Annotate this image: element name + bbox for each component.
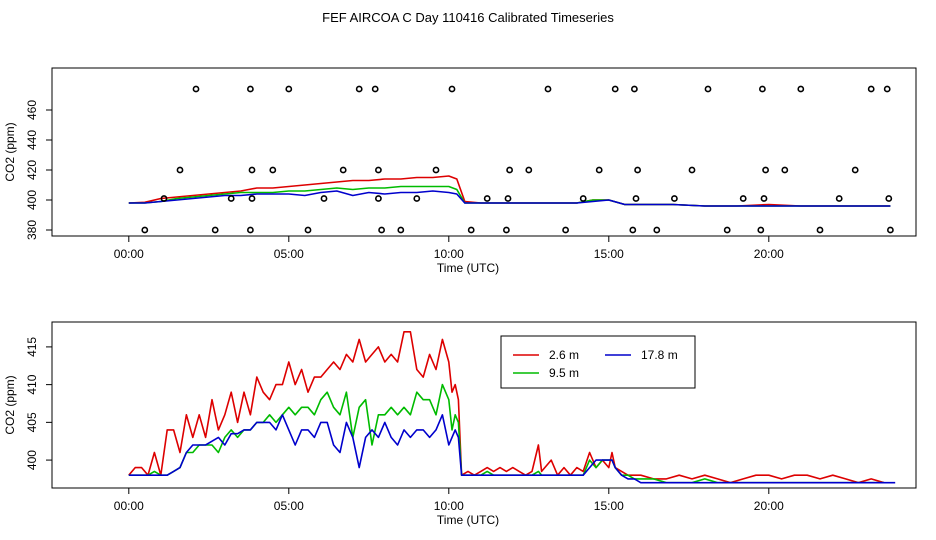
y-tick-label: 400 xyxy=(25,450,39,470)
data-point-marker xyxy=(176,166,184,174)
legend-label: 2.6 m xyxy=(549,348,579,362)
data-point-marker xyxy=(595,166,603,174)
data-point-marker xyxy=(762,166,769,174)
data-point-marker xyxy=(688,166,696,174)
x-tick-label: 20:00 xyxy=(754,247,784,261)
data-point-marker xyxy=(759,85,766,93)
x-tick-label: 05:00 xyxy=(274,247,304,261)
data-point-marker xyxy=(504,195,512,202)
data-point-marker xyxy=(704,85,712,93)
data-point-marker xyxy=(739,195,747,202)
data-point-marker xyxy=(506,166,513,174)
plot-frame xyxy=(51,67,917,237)
data-point-marker xyxy=(227,195,235,202)
data-point-marker xyxy=(671,195,678,202)
data-point-marker xyxy=(562,226,569,234)
legend-box xyxy=(500,335,696,389)
data-point-marker xyxy=(502,226,510,234)
legend-label: 17.8 m xyxy=(641,348,678,362)
x-axis-label: Time (UTC) xyxy=(437,513,499,527)
data-point-marker xyxy=(378,226,385,234)
x-tick-label: 15:00 xyxy=(594,499,624,513)
data-point-marker xyxy=(723,226,731,234)
data-point-marker xyxy=(835,195,843,202)
data-point-marker xyxy=(816,226,824,234)
series-line-blue xyxy=(128,413,896,484)
y-tick-label: 380 xyxy=(25,220,39,240)
y-tick-label: 400 xyxy=(25,190,39,210)
data-point-marker xyxy=(374,195,382,202)
x-tick-label: 00:00 xyxy=(114,499,144,513)
data-point-marker xyxy=(397,226,405,234)
data-point-marker xyxy=(285,85,293,93)
series-line-red xyxy=(128,175,891,207)
data-point-marker xyxy=(192,85,200,93)
data-point-marker xyxy=(355,85,363,93)
data-point-marker xyxy=(634,166,641,174)
data-point-marker xyxy=(320,195,328,202)
x-axis-label: Time (UTC) xyxy=(437,261,499,275)
data-point-marker xyxy=(757,226,765,234)
plot-frame xyxy=(51,321,917,489)
data-point-marker xyxy=(141,226,149,234)
data-point-marker xyxy=(781,166,789,174)
x-tick-label: 20:00 xyxy=(754,499,784,513)
data-point-marker xyxy=(248,195,256,202)
y-tick-label: 415 xyxy=(25,337,39,357)
data-point-marker xyxy=(631,85,638,93)
x-tick-label: 10:00 xyxy=(434,499,464,513)
data-point-marker xyxy=(525,166,533,174)
data-point-marker xyxy=(579,195,587,202)
y-tick-label: 410 xyxy=(25,374,39,394)
data-point-marker xyxy=(246,85,254,93)
data-point-marker xyxy=(653,226,661,234)
data-point-marker xyxy=(339,166,347,174)
data-point-marker xyxy=(374,166,382,174)
series-line-red xyxy=(128,330,885,484)
y-tick-label: 405 xyxy=(25,412,39,432)
data-point-marker xyxy=(632,195,640,202)
top-panel: 00:00 05:00 10:00 15:00 20:00 380 400 420 440 460… xyxy=(3,67,917,275)
data-point-marker xyxy=(867,85,875,93)
data-point-marker xyxy=(160,195,168,202)
data-point-marker xyxy=(629,226,637,234)
y-axis-label: CO2 (ppm) xyxy=(3,375,17,434)
data-point-marker xyxy=(885,195,893,202)
data-point-marker xyxy=(246,226,254,234)
y-tick-label: 420 xyxy=(25,160,39,180)
data-point-marker xyxy=(269,166,277,174)
data-point-marker xyxy=(887,226,894,234)
legend: 2.6 m 9.5 m 17.8 m xyxy=(500,335,696,389)
data-point-marker xyxy=(211,226,219,234)
data-point-marker xyxy=(413,195,421,202)
bottom-panel: 00:00 05:00 10:00 15:00 20:00 400 405 410 415 Tim… xyxy=(3,321,917,527)
data-point-marker xyxy=(304,226,312,234)
data-point-marker xyxy=(432,166,440,174)
chart-title: FEF AIRCOA C Day 110416 Calibrated Times… xyxy=(322,10,614,25)
y-tick-label: 440 xyxy=(25,130,39,150)
x-tick-label: 10:00 xyxy=(434,247,464,261)
data-point-marker xyxy=(851,166,859,174)
y-axis-label: CO2 (ppm) xyxy=(3,122,17,181)
data-point-marker xyxy=(467,226,475,234)
data-point-marker xyxy=(883,85,891,93)
data-point-marker xyxy=(760,195,768,202)
data-point-marker xyxy=(448,85,456,93)
legend-label: 9.5 m xyxy=(549,366,579,380)
y-tick-label: 460 xyxy=(25,100,39,120)
data-point-marker xyxy=(544,85,552,93)
data-point-marker xyxy=(611,85,619,93)
data-point-marker xyxy=(483,195,491,202)
data-point-marker xyxy=(248,166,256,174)
x-tick-label: 15:00 xyxy=(594,247,624,261)
x-tick-label: 00:00 xyxy=(114,247,144,261)
data-point-marker xyxy=(371,85,379,93)
data-point-marker xyxy=(797,85,805,93)
x-tick-label: 05:00 xyxy=(274,499,304,513)
